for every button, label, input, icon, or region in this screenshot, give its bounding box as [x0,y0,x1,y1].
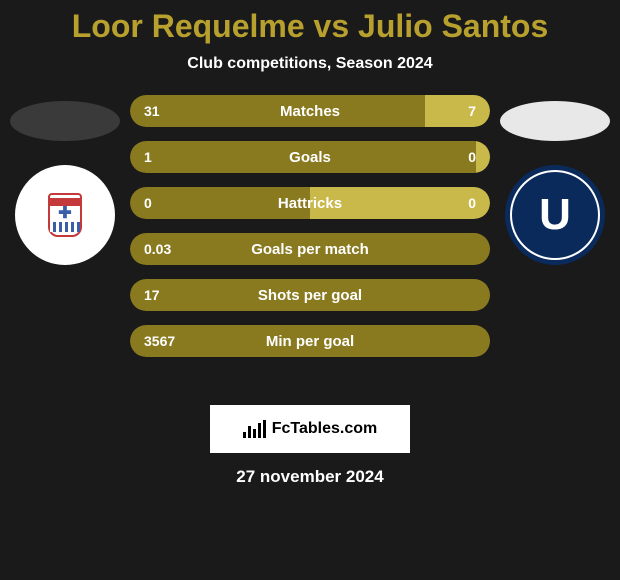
page-title: Loor Requelme vs Julio Santos [0,8,620,45]
stat-left-value: 31 [130,95,425,127]
stat-row: 17Shots per goal [130,279,490,311]
club-badge-right: U [505,165,605,265]
club-badge-left: ✚ [15,165,115,265]
stat-row: 317Matches [130,95,490,127]
stat-right-value: 0 [476,141,490,173]
stat-left-value: 17 [130,279,490,311]
shield-icon: ✚ [48,193,82,237]
stat-row: 00Hattricks [130,187,490,219]
bars-icon [243,420,266,438]
date-text: 27 november 2024 [0,467,620,487]
stat-bars: 317Matches 10Goals 00Hattricks 0.03Goals pe… [130,95,490,371]
stat-row: 0.03Goals per match [130,233,490,265]
stat-left-value: 3567 [130,325,490,357]
player-left-column: ✚ [0,95,130,265]
subtitle: Club competitions, Season 2024 [0,55,620,73]
player-right-column: U [490,95,620,265]
main-area: ✚ U 317Matches 10Goals 00Hattricks 0.03Goal… [0,95,620,395]
stat-right-value: 7 [425,95,490,127]
player-left-avatar [10,101,120,141]
stat-right-value: 0 [310,187,490,219]
club-letter: U [539,190,571,240]
stat-row: 3567Min per goal [130,325,490,357]
brand-badge[interactable]: FcTables.com [210,405,410,453]
brand-text: FcTables.com [272,420,378,438]
stat-left-value: 0.03 [130,233,490,265]
stat-left-value: 1 [130,141,476,173]
stat-left-value: 0 [130,187,310,219]
comparison-card: Loor Requelme vs Julio Santos Club compe… [0,0,620,487]
player-right-avatar [500,101,610,141]
stat-row: 10Goals [130,141,490,173]
